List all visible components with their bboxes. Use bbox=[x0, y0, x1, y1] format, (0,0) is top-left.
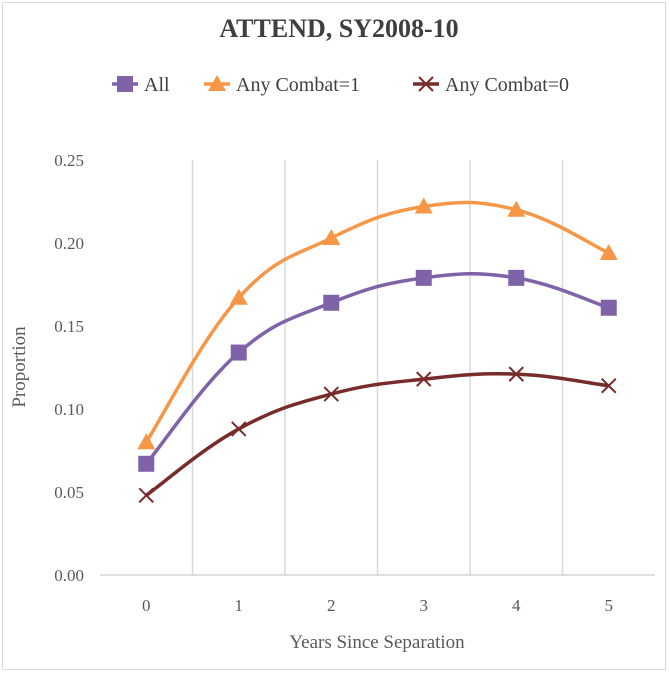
data-point bbox=[138, 455, 155, 472]
data-point bbox=[322, 229, 341, 246]
x-tick-label: 0 bbox=[142, 596, 151, 615]
data-point bbox=[138, 487, 154, 504]
data-point bbox=[231, 421, 247, 437]
series-line bbox=[144, 200, 610, 444]
y-tick-label: 0.05 bbox=[54, 483, 84, 502]
data-point bbox=[415, 269, 432, 286]
y-tick-label: 0.15 bbox=[54, 317, 84, 336]
data-point bbox=[323, 386, 339, 402]
series-1 bbox=[137, 197, 618, 450]
y-tick-label: 0.25 bbox=[54, 151, 84, 170]
chart-title: ATTEND, SY2008-10 bbox=[219, 14, 458, 43]
x-axis-ticks: 0 1 2 3 4 5 bbox=[142, 596, 613, 615]
series-line bbox=[145, 372, 609, 497]
legend-item-2: Any Combat=0 bbox=[413, 74, 569, 96]
data-point bbox=[599, 243, 618, 260]
data-point bbox=[323, 294, 340, 311]
legend-item-0: All bbox=[112, 74, 170, 96]
data-point bbox=[508, 269, 525, 286]
data-point bbox=[507, 200, 526, 217]
gridlines bbox=[191, 160, 564, 575]
x-tick-label: 1 bbox=[235, 596, 244, 615]
legend-label: All bbox=[144, 74, 170, 96]
legend-item-1: Any Combat=1 bbox=[204, 74, 360, 96]
legend-label: Any Combat=0 bbox=[445, 74, 569, 96]
data-point bbox=[416, 371, 432, 387]
x-tick-label: 2 bbox=[327, 596, 336, 615]
legend-marker bbox=[208, 75, 226, 91]
data-point bbox=[601, 378, 617, 394]
series-0 bbox=[138, 269, 617, 472]
legend-marker bbox=[117, 76, 133, 92]
legend-label: Any Combat=1 bbox=[236, 74, 360, 96]
y-tick-label: 0.00 bbox=[54, 566, 84, 585]
series-group bbox=[137, 197, 618, 504]
x-tick-label: 3 bbox=[420, 596, 429, 615]
y-axis-ticks: 0.00 0.05 0.10 0.15 0.20 0.25 bbox=[54, 151, 84, 585]
legend-marker bbox=[418, 76, 434, 92]
x-axis-label: Years Since Separation bbox=[289, 632, 465, 653]
series-2 bbox=[138, 366, 617, 504]
y-tick-label: 0.20 bbox=[54, 234, 84, 253]
data-point bbox=[137, 433, 156, 450]
data-point bbox=[414, 197, 433, 214]
y-axis-label: Proportion bbox=[9, 326, 30, 408]
legend: All Any Combat=1 Any Combat=0 bbox=[112, 74, 569, 96]
data-point bbox=[229, 288, 248, 305]
data-point bbox=[230, 344, 247, 361]
y-tick-label: 0.10 bbox=[54, 400, 84, 419]
data-point bbox=[508, 366, 524, 382]
data-point bbox=[600, 299, 617, 316]
x-tick-label: 4 bbox=[512, 596, 521, 615]
x-tick-label: 5 bbox=[605, 596, 614, 615]
